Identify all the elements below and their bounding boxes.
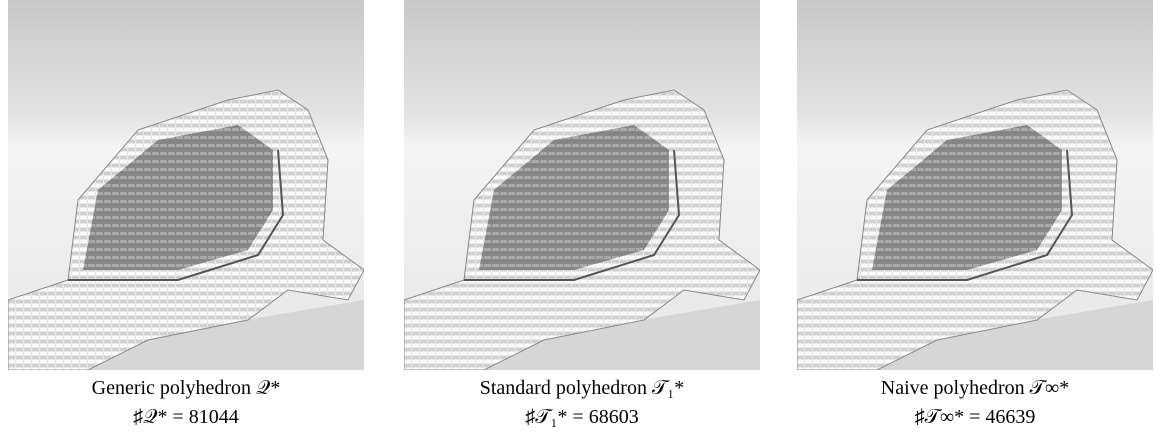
render-image xyxy=(797,0,1153,370)
caption-title: Standard polyhedron 𝒯₁* xyxy=(384,377,780,400)
figure: Generic polyhedron 𝒬*♯𝒬* = 81044Standard… xyxy=(0,0,1156,439)
caption-count: ♯𝒯₁* = 68603 xyxy=(384,406,780,429)
panel: Generic polyhedron 𝒬*♯𝒬* = 81044 xyxy=(8,0,364,439)
render-image xyxy=(8,0,364,370)
caption-count: ♯𝒬* = 81044 xyxy=(0,406,384,429)
caption-title: Naive polyhedron 𝒯∞* xyxy=(777,377,1156,400)
caption-title: Generic polyhedron 𝒬* xyxy=(0,377,384,400)
render-image xyxy=(404,0,760,370)
caption-count: ♯𝒯∞* = 46639 xyxy=(777,406,1156,429)
panel: Standard polyhedron 𝒯₁*♯𝒯₁* = 68603 xyxy=(404,0,760,439)
panel: Naive polyhedron 𝒯∞*♯𝒯∞* = 46639 xyxy=(797,0,1153,439)
